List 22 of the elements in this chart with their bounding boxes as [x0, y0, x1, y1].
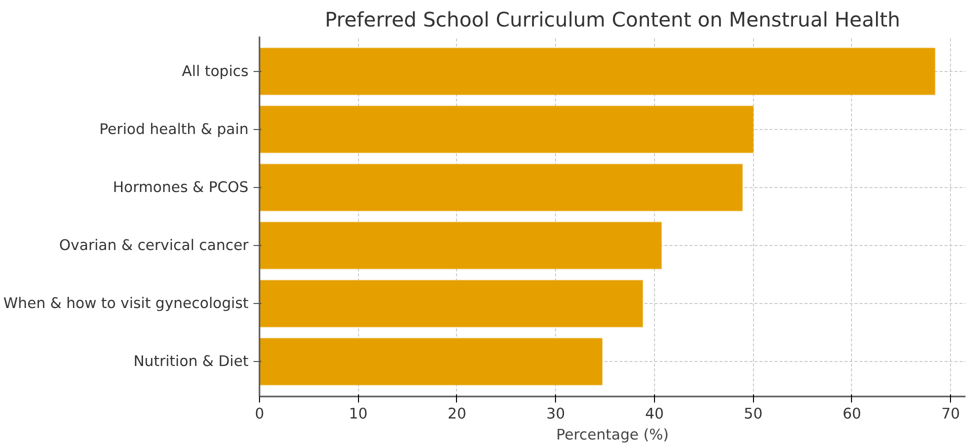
x-tick-label: 70 [941, 406, 960, 422]
y-tick-label: Ovarian & cervical cancer [59, 237, 250, 254]
x-tick-label: 60 [842, 406, 862, 422]
bar [260, 106, 754, 154]
bar [260, 48, 936, 96]
bar [260, 222, 662, 270]
x-tick-label: 10 [348, 406, 368, 422]
bar [260, 164, 743, 212]
chart-title: Preferred School Curriculum Content on Menstrual Health [324, 8, 900, 32]
x-tick-label: 0 [254, 406, 264, 422]
x-tick-label: 20 [448, 406, 466, 422]
y-tick-label: When & how to visit gynecologist [3, 295, 249, 312]
x-axis-title: Percentage (%) [556, 426, 669, 444]
bar [260, 280, 644, 328]
y-tick-label: All topics [182, 62, 249, 80]
bar [260, 338, 603, 386]
y-tick-label: Period health & pain [99, 120, 249, 138]
y-tick-label: Hormones & PCOS [112, 178, 249, 196]
x-tick-label: 40 [645, 406, 664, 422]
y-tick-label: Nutrition & Diet [133, 353, 249, 370]
x-tick-label: 50 [744, 406, 763, 422]
x-tick-label: 30 [546, 406, 566, 422]
